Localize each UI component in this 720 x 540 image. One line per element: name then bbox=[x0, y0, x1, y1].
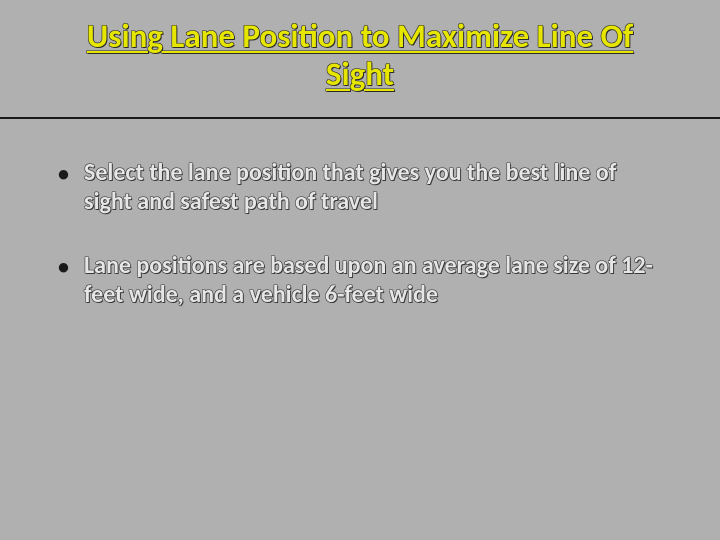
list-item: • Select the lane position that gives yo… bbox=[58, 158, 662, 217]
horizontal-rule bbox=[0, 117, 720, 119]
bullet-marker-icon: • bbox=[58, 158, 84, 188]
bullet-text: Lane positions are based upon an average… bbox=[84, 251, 662, 310]
bullet-text: Select the lane position that gives you … bbox=[84, 158, 662, 217]
title-region: Using Lane Position to Maximize Line Of … bbox=[0, 0, 720, 94]
content-area: • Select the lane position that gives yo… bbox=[58, 158, 662, 343]
bullet-marker-icon: • bbox=[58, 251, 84, 281]
slide: Using Lane Position to Maximize Line Of … bbox=[0, 0, 720, 540]
list-item: • Lane positions are based upon an avera… bbox=[58, 251, 662, 310]
slide-title: Using Lane Position to Maximize Line Of … bbox=[70, 18, 650, 94]
